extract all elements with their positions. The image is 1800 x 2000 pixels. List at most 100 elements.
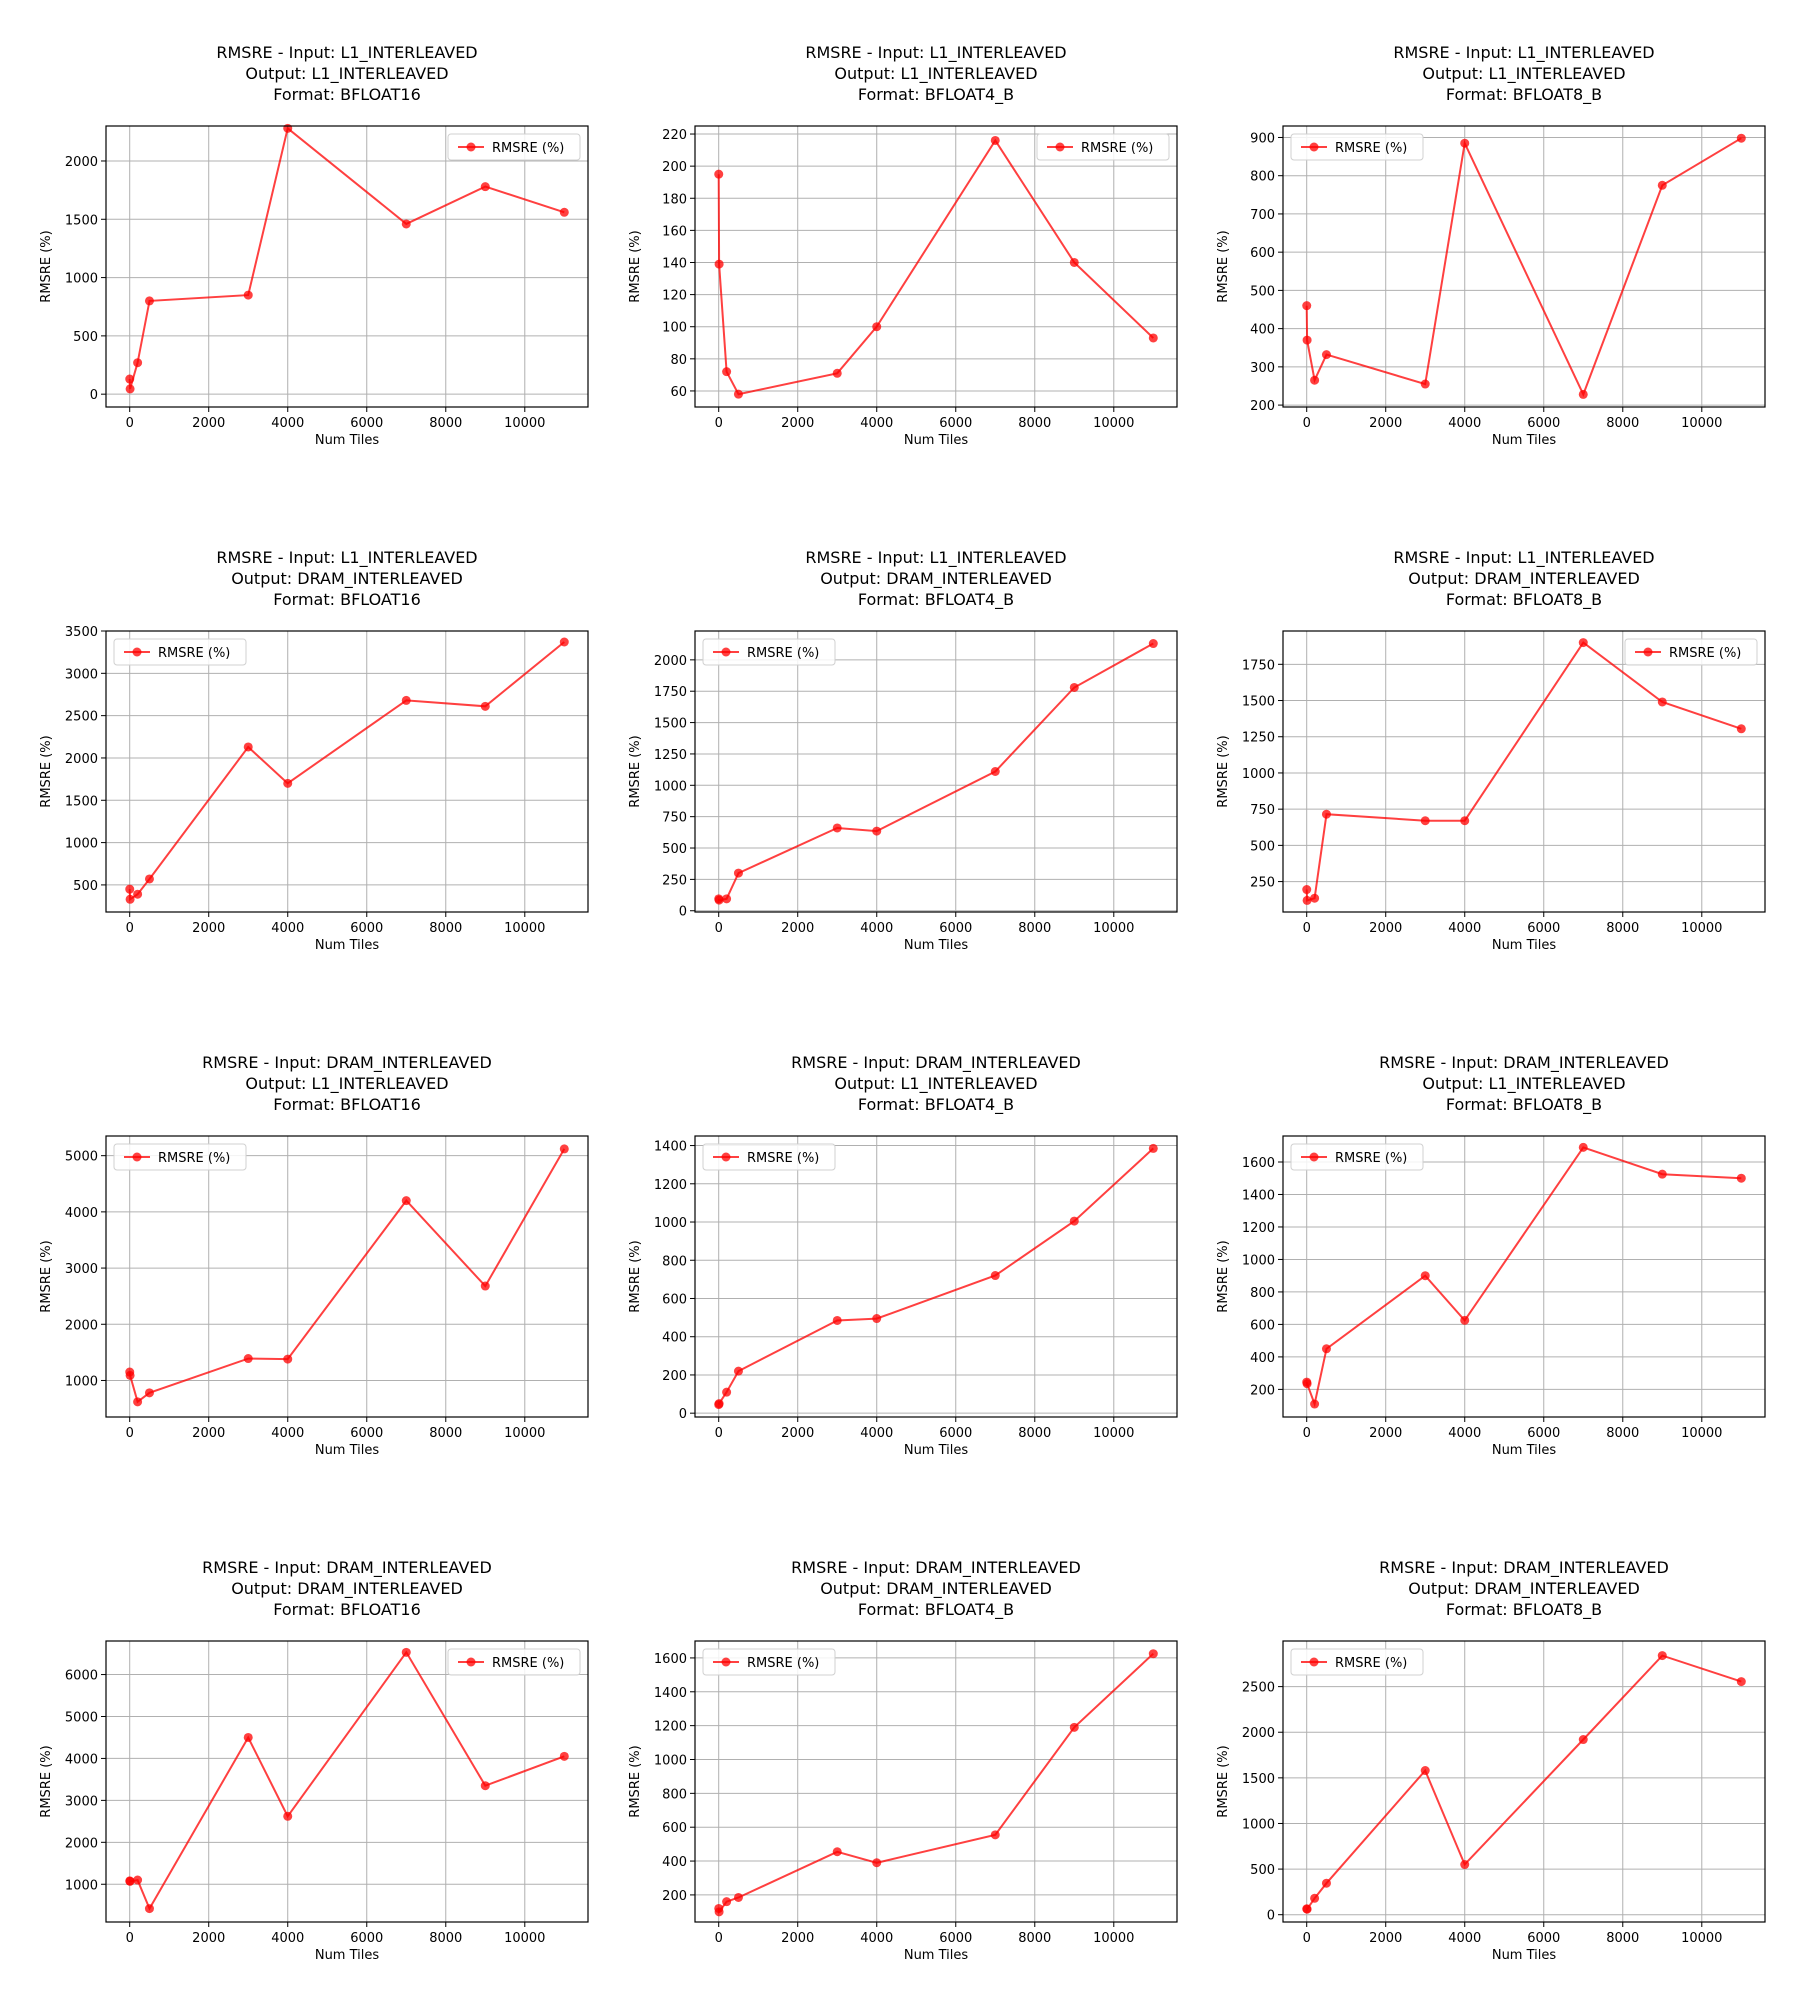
legend-label: RMSRE (%) bbox=[747, 1656, 819, 1671]
y-tick-label: 1500 bbox=[65, 794, 98, 809]
data-point bbox=[1420, 379, 1430, 389]
x-axis-label: Num Tiles bbox=[315, 1948, 380, 1963]
x-tick-label: 8000 bbox=[1606, 1931, 1639, 1946]
x-tick-label: 10000 bbox=[1681, 921, 1722, 936]
legend-marker-swatch bbox=[1309, 1152, 1319, 1162]
data-point bbox=[1069, 1722, 1079, 1732]
data-point bbox=[125, 374, 135, 384]
y-tick-label: 200 bbox=[1250, 1383, 1275, 1398]
y-axis-label: RMSRE (%) bbox=[39, 1745, 54, 1817]
x-tick-label: 10000 bbox=[1093, 921, 1134, 936]
y-axis-label: RMSRE (%) bbox=[1216, 1240, 1231, 1312]
y-tick-label: 1000 bbox=[654, 1753, 687, 1768]
data-point bbox=[1069, 1216, 1079, 1226]
data-point bbox=[872, 1314, 882, 1324]
x-tick-label: 0 bbox=[715, 416, 723, 431]
subplot-title-line: RMSRE - Input: L1_INTERLEAVED bbox=[216, 548, 477, 568]
legend-label: RMSRE (%) bbox=[747, 1151, 819, 1166]
y-tick-label: 600 bbox=[1250, 246, 1275, 261]
x-tick-label: 0 bbox=[126, 1931, 134, 1946]
subplot-title-line: RMSRE - Input: DRAM_INTERLEAVED bbox=[202, 1053, 492, 1073]
y-tick-label: 220 bbox=[662, 128, 687, 143]
data-point bbox=[990, 1830, 1000, 1840]
y-axis-label: RMSRE (%) bbox=[1216, 230, 1231, 302]
x-tick-label: 8000 bbox=[429, 1426, 462, 1441]
data-point bbox=[243, 1354, 253, 1364]
subplot-title-line: Format: BFLOAT16 bbox=[273, 1600, 421, 1619]
subplot-title-line: Format: BFLOAT8_B bbox=[1446, 85, 1602, 105]
x-tick-label: 6000 bbox=[939, 1426, 972, 1441]
data-point bbox=[1736, 133, 1746, 143]
data-point bbox=[480, 701, 490, 711]
subplot-title-line: Output: L1_INTERLEAVED bbox=[834, 64, 1037, 84]
x-tick-label: 8000 bbox=[1606, 1426, 1639, 1441]
x-tick-label: 2000 bbox=[192, 1426, 225, 1441]
y-tick-label: 800 bbox=[1250, 1286, 1275, 1301]
y-tick-label: 900 bbox=[1250, 131, 1275, 146]
data-point bbox=[990, 767, 1000, 776]
data-point bbox=[1302, 1904, 1312, 1914]
x-tick-label: 2000 bbox=[781, 1426, 814, 1441]
y-tick-label: 6000 bbox=[65, 1669, 98, 1684]
axes-frame bbox=[1282, 125, 1766, 408]
y-tick-label: 500 bbox=[1250, 284, 1275, 299]
data-point bbox=[1302, 885, 1312, 895]
data-point bbox=[1657, 697, 1667, 707]
legend-label: RMSRE (%) bbox=[1335, 1151, 1407, 1166]
x-tick-label: 4000 bbox=[860, 1426, 893, 1441]
data-point bbox=[714, 169, 724, 179]
data-point bbox=[480, 182, 490, 192]
y-tick-label: 1000 bbox=[1242, 1817, 1275, 1832]
data-point bbox=[283, 1354, 293, 1364]
x-tick-label: 8000 bbox=[1018, 921, 1051, 936]
y-tick-label: 3500 bbox=[65, 625, 98, 640]
x-tick-label: 2000 bbox=[192, 416, 225, 431]
y-axis-label: RMSRE (%) bbox=[628, 1240, 643, 1312]
data-point bbox=[1460, 1860, 1470, 1870]
subplot-title-line: RMSRE - Input: DRAM_INTERLEAVED bbox=[791, 1053, 1081, 1073]
series-line bbox=[1305, 137, 1742, 397]
y-axis-label: RMSRE (%) bbox=[628, 230, 643, 302]
subplot-title-line: Output: L1_INTERLEAVED bbox=[834, 1074, 1037, 1094]
data-point bbox=[559, 1751, 569, 1761]
y-tick-label: 180 bbox=[662, 192, 687, 207]
y-axis-label: RMSRE (%) bbox=[628, 1745, 643, 1817]
data-point bbox=[144, 874, 154, 884]
y-tick-label: 1250 bbox=[1242, 731, 1275, 746]
legend-marker-swatch bbox=[721, 1152, 731, 1162]
x-tick-label: 4000 bbox=[271, 1931, 304, 1946]
data-point bbox=[872, 322, 882, 332]
x-tick-label: 2000 bbox=[192, 1931, 225, 1946]
data-point bbox=[1736, 1173, 1746, 1183]
axes-frame bbox=[1282, 1640, 1766, 1923]
x-tick-label: 4000 bbox=[271, 921, 304, 936]
data-point bbox=[722, 894, 732, 904]
legend-box bbox=[702, 1143, 836, 1171]
x-tick-label: 0 bbox=[1303, 416, 1311, 431]
series-line bbox=[1305, 641, 1742, 902]
data-point bbox=[1460, 816, 1470, 826]
y-tick-label: 100 bbox=[662, 321, 687, 336]
data-point bbox=[1460, 138, 1470, 148]
data-point bbox=[722, 1387, 732, 1397]
y-tick-label: 1600 bbox=[654, 1652, 687, 1667]
y-tick-label: 2500 bbox=[1242, 1681, 1275, 1696]
axes-frame bbox=[105, 125, 589, 408]
y-tick-label: 2000 bbox=[1242, 1726, 1275, 1741]
data-point bbox=[125, 1370, 135, 1380]
x-tick-label: 6000 bbox=[1527, 1426, 1560, 1441]
y-tick-label: 3000 bbox=[65, 667, 98, 682]
axes-frame bbox=[694, 125, 1178, 408]
legend: RMSRE (%) bbox=[702, 1143, 836, 1171]
legend-box bbox=[447, 133, 581, 161]
x-tick-label: 4000 bbox=[1448, 921, 1481, 936]
legend-label: RMSRE (%) bbox=[492, 141, 564, 156]
data-point bbox=[480, 1281, 490, 1291]
y-tick-label: 1500 bbox=[1242, 1772, 1275, 1787]
data-point bbox=[125, 894, 135, 904]
y-tick-label: 400 bbox=[662, 1331, 687, 1346]
data-point bbox=[714, 259, 724, 269]
x-axis-label: Num Tiles bbox=[904, 433, 969, 448]
